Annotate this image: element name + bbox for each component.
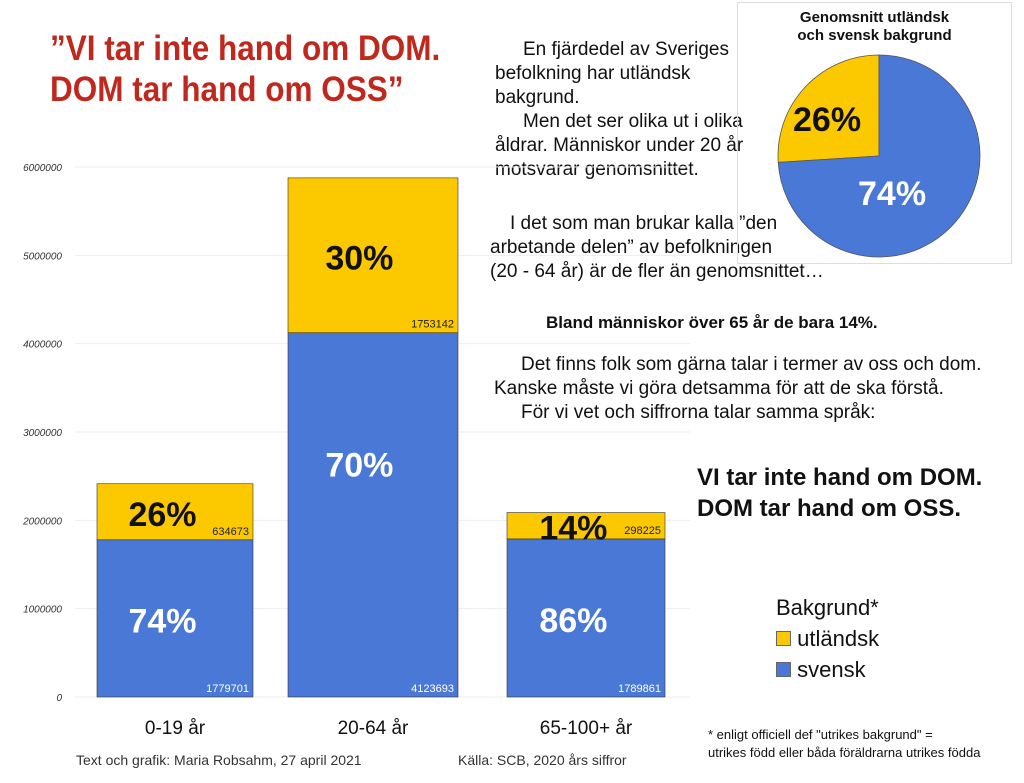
working-age-text: I det som man brukar kalla ”den arbetand… — [490, 212, 824, 284]
credit: Text och grafik: Maria Robsahm, 27 april… — [76, 752, 362, 768]
y-tick-label: 3000000 — [23, 428, 62, 439]
title-line-1: ”VI tar inte hand om DOM. — [50, 29, 441, 68]
pie-svg — [777, 54, 981, 258]
bar-chart: 0 1000000 2000000 3000000 4000000 5000000 6000… — [22, 163, 690, 739]
legend: Bakgrund* utländsk svensk — [776, 592, 879, 685]
value-label: 1789861 — [618, 683, 661, 695]
legend-item-utlandsk: utländsk — [776, 623, 879, 654]
pie-label-svensk: 74% — [858, 175, 927, 213]
y-tick-label: 0 — [56, 693, 62, 704]
page-title: ”VI tar inte hand om DOM. DOM tar hand o… — [50, 28, 440, 110]
y-tick-label: 5000000 — [23, 251, 62, 262]
oss-dom-text: Det finns folk som gärna talar i termer … — [494, 353, 981, 425]
percent-label: 26% — [128, 496, 196, 534]
percent-label: 70% — [325, 447, 393, 485]
bar-utländsk — [96, 483, 254, 541]
pie-title: Genomsnitt utländsk och svensk bakgrund — [738, 9, 1011, 45]
elderly-text: Bland människor över 65 år de bara 14%. — [546, 313, 878, 332]
percent-label: 74% — [128, 602, 196, 640]
y-tick-label: 2000000 — [22, 516, 62, 527]
source: Källa: SCB, 2020 års siffror — [458, 752, 627, 768]
slogan-line-2: DOM tar hand om OSS. — [697, 495, 962, 522]
legend-swatch-icon — [776, 631, 791, 646]
legend-label: utländsk — [797, 626, 880, 651]
pie-slice-utländsk — [777, 54, 880, 163]
bar-svensk — [287, 332, 459, 698]
footnote: * enligt officiell def "utrikes bakgrund… — [708, 726, 980, 762]
slogan: VI tar inte hand om DOM. DOM tar hand om… — [697, 462, 982, 524]
text-line: Kanske måste vi göra detsamma för att de… — [494, 378, 944, 399]
legend-item-svensk: svensk — [776, 654, 879, 685]
y-tick-label: 4000000 — [23, 340, 62, 351]
intro-text: En fjärdedel av Sveriges befolkning har … — [495, 38, 743, 182]
pie-title-line: Genomsnitt utländsk — [799, 9, 950, 26]
x-tick-label: 20-64 år — [338, 718, 409, 739]
value-label: 4123693 — [411, 683, 454, 695]
legend-swatch-icon — [776, 662, 791, 677]
text-line: En fjärdedel av Sveriges — [523, 39, 729, 60]
pie-label-utlandsk: 26% — [793, 101, 862, 139]
pie-chart: Genomsnitt utländsk och svensk bakgrund … — [737, 2, 1012, 264]
footnote-line: * enligt officiell def "utrikes bakgrund… — [708, 727, 933, 742]
text-line: åldrar. Människor under 20 år — [495, 135, 744, 156]
text-line: För vi vet och siffrorna talar samma spr… — [521, 402, 876, 423]
y-tick-label: 1000000 — [23, 605, 62, 616]
text-line: motsvarar genomsnittet. — [495, 159, 699, 180]
percent-label: 86% — [539, 602, 607, 640]
slogan-line-1: VI tar inte hand om DOM. — [697, 464, 983, 491]
pie-title-line: och svensk bakgrund — [797, 27, 952, 44]
value-label: 634673 — [212, 526, 249, 538]
value-label: 298225 — [624, 525, 661, 537]
x-tick-label: 0-19 år — [145, 718, 206, 739]
bar-svensk — [506, 538, 666, 698]
text-line: befolkning har utländsk — [495, 63, 691, 84]
bar-utländsk — [287, 177, 459, 334]
text-line: Det finns folk som gärna talar i termer … — [521, 354, 982, 375]
text-line: bakgrund. — [495, 87, 580, 108]
pie-slice-svensk — [777, 54, 981, 258]
legend-label: svensk — [797, 657, 866, 682]
percent-label: 30% — [325, 239, 393, 277]
value-label: 1753142 — [411, 319, 454, 331]
text-line: I det som man brukar kalla ”den — [510, 213, 778, 234]
percent-label: 14% — [539, 510, 607, 548]
text-line: arbetande delen” av befolkningen — [490, 237, 773, 258]
footnote-line: utrikes född eller båda föräldrarna utri… — [708, 745, 981, 760]
x-tick-label: 65-100+ år — [540, 718, 633, 739]
value-label: 1779701 — [206, 683, 249, 695]
text-line: (20 - 64 år) är de fler än genomsnittet… — [490, 261, 824, 282]
title-line-2: DOM tar hand om OSS” — [50, 70, 404, 109]
bar-svensk — [96, 539, 254, 698]
text-line: Men det ser olika ut i olika — [523, 111, 743, 132]
y-tick-label: 6000000 — [23, 163, 62, 174]
bar-utländsk — [506, 512, 666, 540]
legend-title: Bakgrund* — [776, 595, 879, 620]
